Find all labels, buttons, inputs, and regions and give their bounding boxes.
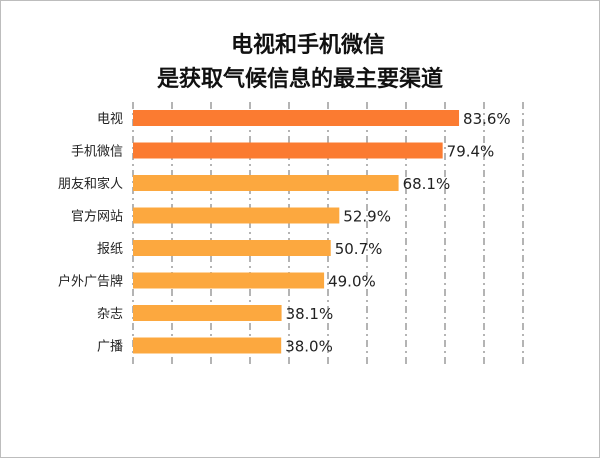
bar-2 xyxy=(133,142,443,159)
bar-4 xyxy=(133,207,340,224)
value-label-6: 49.0% xyxy=(328,273,376,291)
value-labels: 83.6% 79.4% 68.1% 52.9% 50.7% 49.0% 38.1% 38.0% xyxy=(285,110,510,356)
chart-title-line-2: 是获取气候信息的最主要渠道 xyxy=(156,67,443,92)
bar-1 xyxy=(133,110,460,126)
value-label-5: 50.7% xyxy=(335,240,383,258)
bars xyxy=(133,110,460,354)
category-label-6: 户外广告牌 xyxy=(58,274,123,290)
value-label-1: 83.6% xyxy=(463,110,511,128)
chart-title-line-1: 电视和手机微信 xyxy=(230,33,385,58)
value-label-3: 68.1% xyxy=(403,175,451,193)
category-label-2: 手机微信 xyxy=(71,145,123,160)
category-label-1: 电视 xyxy=(97,112,123,127)
value-label-7: 38.1% xyxy=(286,305,334,323)
bar-8 xyxy=(133,337,282,354)
category-label-3: 朋友和家人 xyxy=(58,176,123,192)
bar-5 xyxy=(133,240,331,256)
category-label-7: 杂志 xyxy=(97,307,123,322)
value-label-2: 79.4% xyxy=(447,143,495,161)
category-label-5: 报纸 xyxy=(97,242,123,257)
bar-3 xyxy=(133,175,399,191)
value-label-4: 52.9% xyxy=(343,208,391,226)
bar-7 xyxy=(133,305,282,321)
category-label-4: 官方网站 xyxy=(71,209,123,225)
value-label-8: 38.0% xyxy=(285,338,333,356)
gridlines xyxy=(132,102,524,364)
bar-6 xyxy=(133,272,325,289)
category-label-8: 广播 xyxy=(97,340,123,355)
